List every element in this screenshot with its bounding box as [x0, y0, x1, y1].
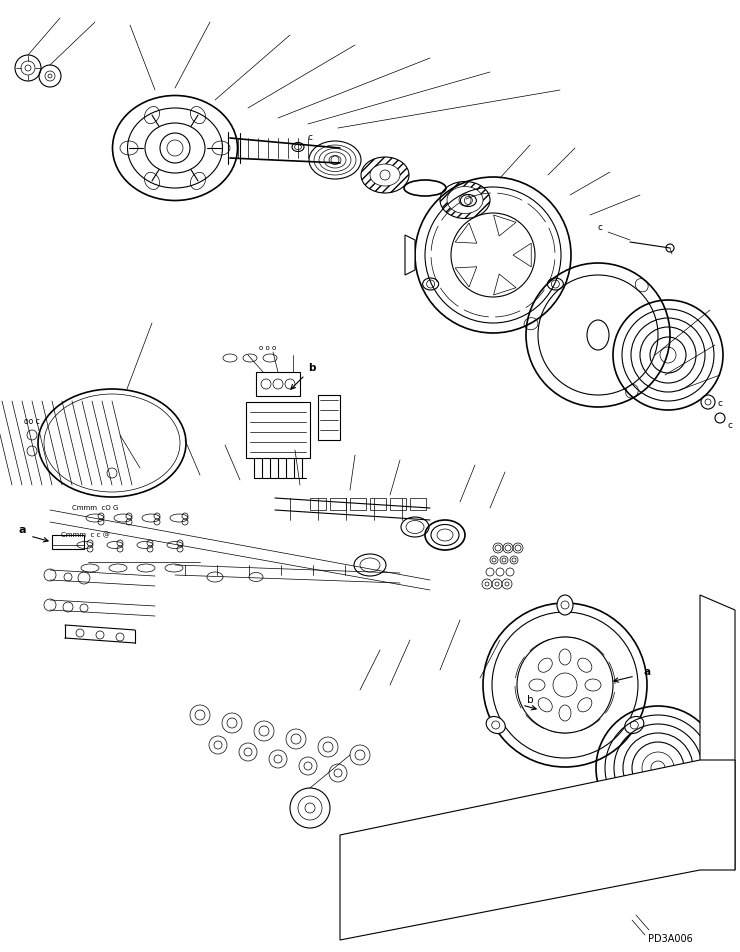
Polygon shape — [494, 215, 516, 236]
Circle shape — [495, 545, 501, 551]
Circle shape — [505, 545, 511, 551]
Text: Cmmm  cO G: Cmmm cO G — [72, 505, 118, 511]
Ellipse shape — [370, 164, 400, 186]
Bar — [246, 402, 310, 458]
Ellipse shape — [559, 649, 571, 665]
Polygon shape — [405, 235, 415, 275]
Ellipse shape — [538, 658, 552, 672]
Circle shape — [331, 156, 339, 164]
Circle shape — [495, 582, 499, 586]
Ellipse shape — [557, 595, 573, 615]
Circle shape — [505, 582, 509, 586]
Polygon shape — [455, 267, 477, 287]
Circle shape — [517, 637, 613, 733]
Circle shape — [48, 74, 52, 78]
Bar — [410, 498, 426, 510]
Bar — [52, 535, 84, 549]
Ellipse shape — [559, 705, 571, 721]
Bar — [256, 372, 300, 396]
Bar — [390, 498, 406, 510]
Bar — [350, 498, 366, 510]
Circle shape — [25, 65, 31, 71]
Ellipse shape — [538, 698, 552, 712]
Ellipse shape — [447, 187, 483, 213]
Polygon shape — [700, 595, 735, 870]
Ellipse shape — [625, 717, 644, 734]
Ellipse shape — [578, 658, 592, 672]
Polygon shape — [455, 223, 477, 244]
Text: c: c — [718, 399, 722, 407]
Circle shape — [492, 558, 496, 562]
Text: Cmmm  c c @: Cmmm c c @ — [61, 532, 110, 538]
Text: a: a — [18, 525, 26, 535]
Text: b: b — [309, 363, 316, 373]
Text: o o o: o o o — [260, 345, 277, 351]
Text: c: c — [308, 133, 312, 143]
Bar — [370, 498, 386, 510]
Ellipse shape — [486, 717, 505, 734]
Bar — [310, 498, 326, 510]
Circle shape — [451, 213, 535, 297]
Circle shape — [305, 803, 315, 813]
Circle shape — [502, 558, 506, 562]
Polygon shape — [494, 274, 516, 295]
Ellipse shape — [578, 698, 592, 712]
Text: PD3A006: PD3A006 — [648, 934, 693, 944]
Ellipse shape — [585, 679, 601, 691]
Text: oo c: oo c — [24, 417, 40, 426]
Circle shape — [160, 133, 190, 163]
Bar — [330, 498, 346, 510]
Text: c: c — [727, 421, 733, 429]
Text: c: c — [597, 224, 602, 232]
Polygon shape — [340, 760, 735, 940]
Circle shape — [512, 558, 516, 562]
Circle shape — [515, 545, 521, 551]
Bar — [318, 395, 340, 440]
Ellipse shape — [529, 679, 545, 691]
Circle shape — [651, 761, 665, 775]
Text: a: a — [644, 667, 650, 677]
Polygon shape — [513, 243, 531, 267]
Circle shape — [485, 582, 489, 586]
Text: b: b — [527, 695, 534, 705]
